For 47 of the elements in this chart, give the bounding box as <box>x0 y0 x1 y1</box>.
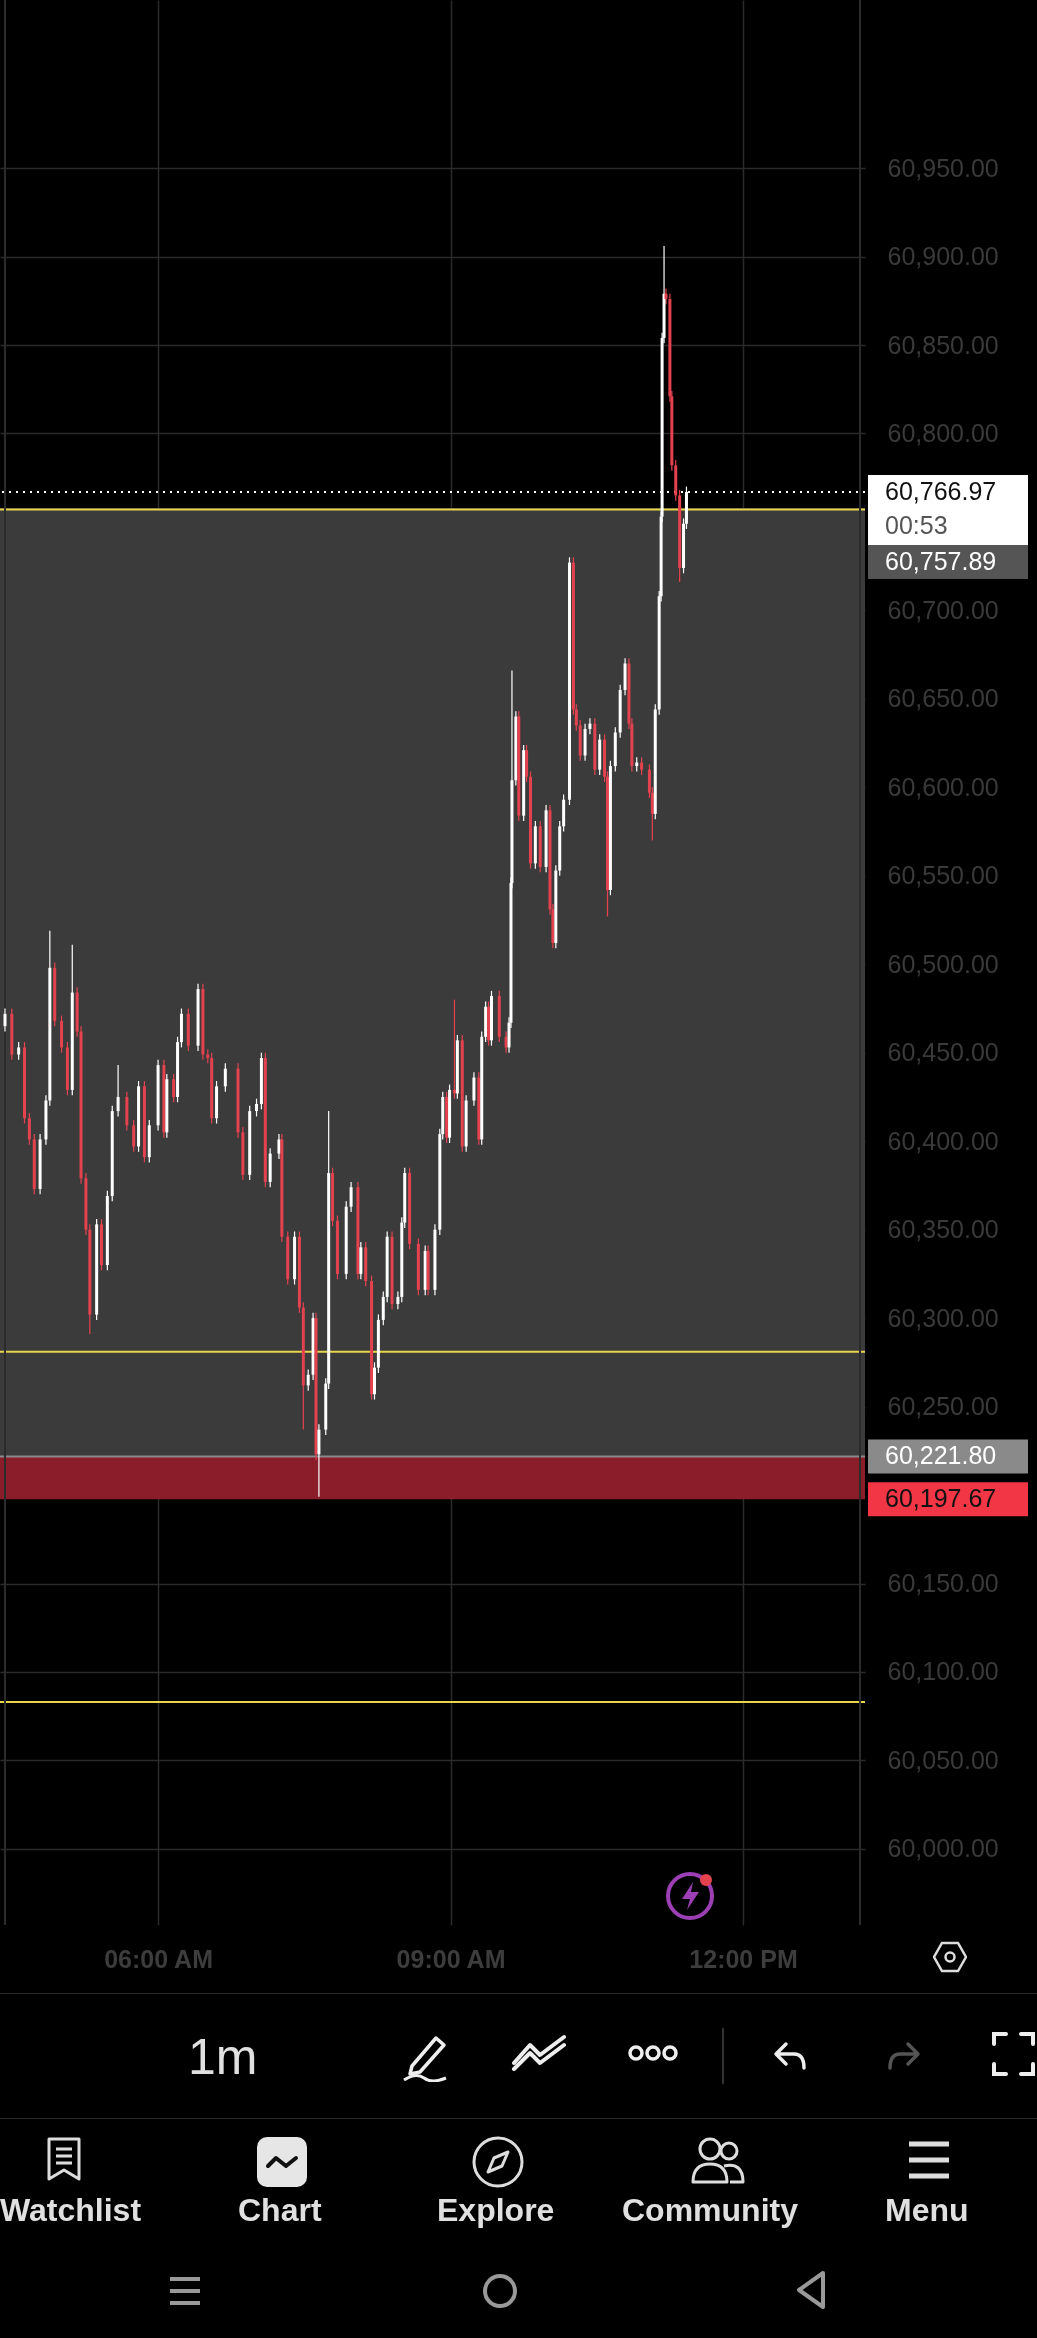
candlestick <box>116 1064 120 1118</box>
candlestick <box>100 1218 104 1271</box>
y-tick-label: 60,550.00 <box>887 861 999 890</box>
y-tick-label: 60,400.00 <box>887 1126 999 1155</box>
candlestick <box>349 1181 353 1213</box>
y-tick-label: 60,600.00 <box>887 772 999 801</box>
y-tick-label: 60,100.00 <box>887 1657 999 1686</box>
candlestick <box>472 1071 476 1107</box>
candlestick <box>372 1361 376 1401</box>
y-tick-label: 60,150.00 <box>887 1569 999 1598</box>
text: Community <box>622 2192 798 2229</box>
ref-line-label: 60,766.97 <box>885 476 997 505</box>
text: 1m <box>188 2028 258 2086</box>
y-tick-label: 60,250.00 <box>887 1392 999 1421</box>
text: 00:53 <box>885 510 948 540</box>
y-tick-label: 60,500.00 <box>887 949 999 978</box>
x-tick-label: 06:00 AM <box>104 1944 213 1973</box>
candlestick <box>277 1133 281 1160</box>
text: Watchlist <box>0 2192 142 2229</box>
y-tick-label: 60,450.00 <box>887 1038 999 1067</box>
y-tick-label: 60,300.00 <box>887 1303 999 1332</box>
candlestick <box>223 1062 227 1093</box>
y-tick-label: 60,050.00 <box>887 1745 999 1774</box>
y-tick-label: 60,850.00 <box>887 330 999 359</box>
text: Chart <box>238 2192 322 2229</box>
candlestick <box>132 1119 136 1153</box>
y-tick-label: 60,950.00 <box>887 153 999 182</box>
candlestick <box>27 1112 31 1146</box>
text: Menu <box>885 2192 969 2229</box>
band-label: 60,757.89 <box>885 546 997 575</box>
x-tick-label: 12:00 PM <box>689 1944 798 1973</box>
x-tick-label: 09:00 AM <box>396 1944 506 1973</box>
text: Explore <box>437 2192 555 2229</box>
candlestick <box>504 1030 508 1054</box>
candlestick <box>381 1290 385 1326</box>
y-tick-label: 60,700.00 <box>887 595 999 624</box>
y-tick-label: 60,800.00 <box>887 418 999 447</box>
candlestick <box>3 1007 7 1033</box>
ref-line-label: 60,221.80 <box>885 1441 997 1470</box>
band-label: 60,197.67 <box>885 1484 997 1513</box>
y-tick-label: 60,350.00 <box>887 1215 999 1244</box>
candlestick <box>306 1368 310 1392</box>
y-tick-label: 60,000.00 <box>887 1834 999 1863</box>
y-tick-label: 60,650.00 <box>887 684 999 713</box>
candlestick <box>588 717 592 735</box>
y-tick-label: 60,900.00 <box>887 242 999 271</box>
candlestick <box>172 1073 176 1103</box>
